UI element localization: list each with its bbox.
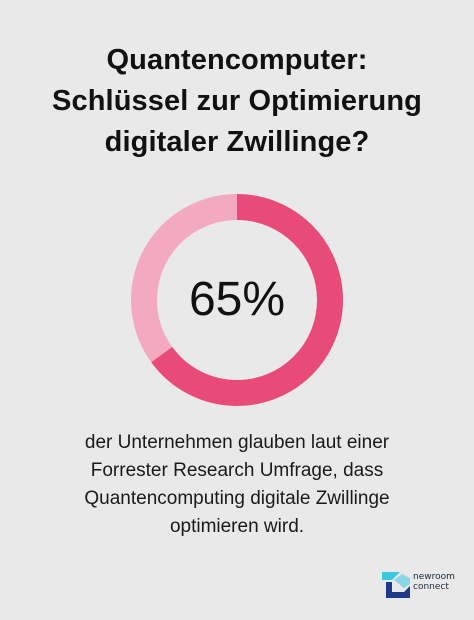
caption-line-2: Forrester Research Umfrage, dass [90,460,384,481]
newroom-connect-logo: newroom connect [380,568,460,602]
percentage-value: 65% [188,273,286,326]
logo-text-line-2: connect [413,582,449,592]
logo-mark-icon [382,572,410,598]
chart-caption: der Unternehmen glauben laut einer Forre… [30,429,444,541]
caption-line-4: optimieren wird. [169,516,305,537]
caption-line-3: Quantencomputing digitale Zwillinge [84,488,390,509]
title-line-1: Quantencomputer: [106,44,368,76]
title-line-3: digitaler Zwillinge? [104,126,370,158]
donut-chart: 65% [127,190,347,410]
donut-slice-remainder [131,194,343,406]
caption-line-1: der Unternehmen glauben laut einer [84,432,390,453]
chart-title: Quantencomputer: Schlüssel zur Optimieru… [20,40,454,163]
logo-wordmark: newroom connect [413,572,455,592]
logo-text-line-1: newroom [413,572,455,582]
donut-svg [131,194,343,406]
title-line-2: Schlüssel zur Optimierung [52,85,422,117]
